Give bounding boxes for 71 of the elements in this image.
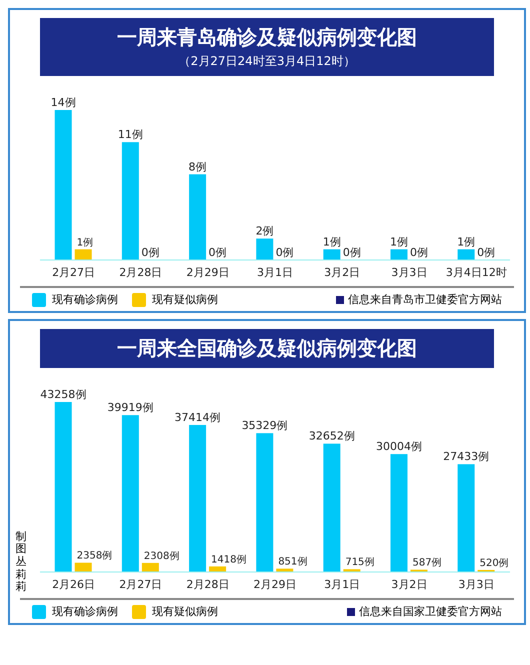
x-tick-label: 3月2日 [324,266,360,279]
bar [142,562,159,572]
bar [122,415,139,572]
data-label: 32652例 [308,430,355,443]
data-label: 14例 [50,96,76,109]
data-label: 2308例 [144,550,180,562]
bar [74,249,92,260]
bar [458,464,475,572]
chart-title: 一周来全国确诊及疑似病例变化图 [116,335,418,362]
data-label: 30004例 [376,440,422,454]
data-label: 27433例 [443,450,490,464]
x-tick-label: 2月26日 [52,578,96,591]
data-label: 1418例 [211,554,247,566]
data-label: 1例 [457,235,476,248]
bar [323,249,340,260]
data-label: 0例 [141,246,160,259]
data-label: 715例 [345,557,374,568]
data-label: 0例 [410,246,428,259]
x-tick-label: 2月29日 [186,266,230,279]
x-tick-label: 3月3日 [458,578,494,591]
legend-label: 现有疑似病例 [151,604,218,619]
text: 制图丛莉莉 [15,530,27,594]
bar [122,142,139,260]
data-label: 8例 [188,160,207,174]
bar [323,444,340,572]
data-label: 0例 [477,246,496,259]
data-label: 0例 [342,246,361,259]
data-label: 1例 [390,235,408,248]
x-tick-label: 3月3日 [391,266,428,279]
legend-label: 现有确诊病例 [51,292,118,307]
data-label: 35329例 [242,419,288,432]
bar [458,249,475,260]
legend-label: 现有疑似病例 [151,292,218,307]
data-label: 520例 [480,558,509,569]
x-tick-label: 2月28日 [119,266,162,279]
data-label: 851例 [278,556,308,568]
bar [54,110,72,260]
bar [390,249,408,260]
data-label: 43258例 [40,388,86,401]
chart-title: 一周来青岛确诊及疑似病例变化图 [116,24,418,51]
data-label: 11例 [118,128,143,142]
x-tick-label: 2月29日 [254,578,296,591]
chart-subtitle: （2月27日24时至3月4日12时） [178,53,356,70]
text: 信息来自国家卫健委官方网站 [358,604,502,619]
data-label: 1例 [76,237,94,248]
bar [189,424,206,572]
data-label: 2358例 [76,550,112,562]
text: 信息来自青岛市卫健委官方网站 [347,292,502,307]
bar [74,562,92,572]
bar [390,454,408,572]
data-label: 1例 [322,235,341,248]
bar [256,238,274,260]
bar [276,568,294,572]
data-label: 2例 [256,224,274,238]
bar [189,174,206,260]
data-label: 0例 [276,246,294,259]
data-label: 0例 [208,246,227,259]
data-label: 37414例 [174,410,221,424]
x-tick-label: 3月2日 [391,578,428,591]
x-tick-label: 3月4日12时 [446,266,507,279]
bar [256,433,274,572]
legend-label: 现有确诊病例 [51,604,118,619]
x-tick-label: 2月27日 [52,266,96,279]
data-label: 587例 [412,558,442,569]
x-tick-label: 3月1日 [257,266,293,279]
x-tick-label: 2月27日 [119,578,162,591]
data-label: 39919例 [107,401,154,414]
x-tick-label: 3月1日 [324,578,360,591]
x-tick-label: 2月28日 [186,578,230,591]
bar [54,402,72,572]
bar [209,566,226,572]
